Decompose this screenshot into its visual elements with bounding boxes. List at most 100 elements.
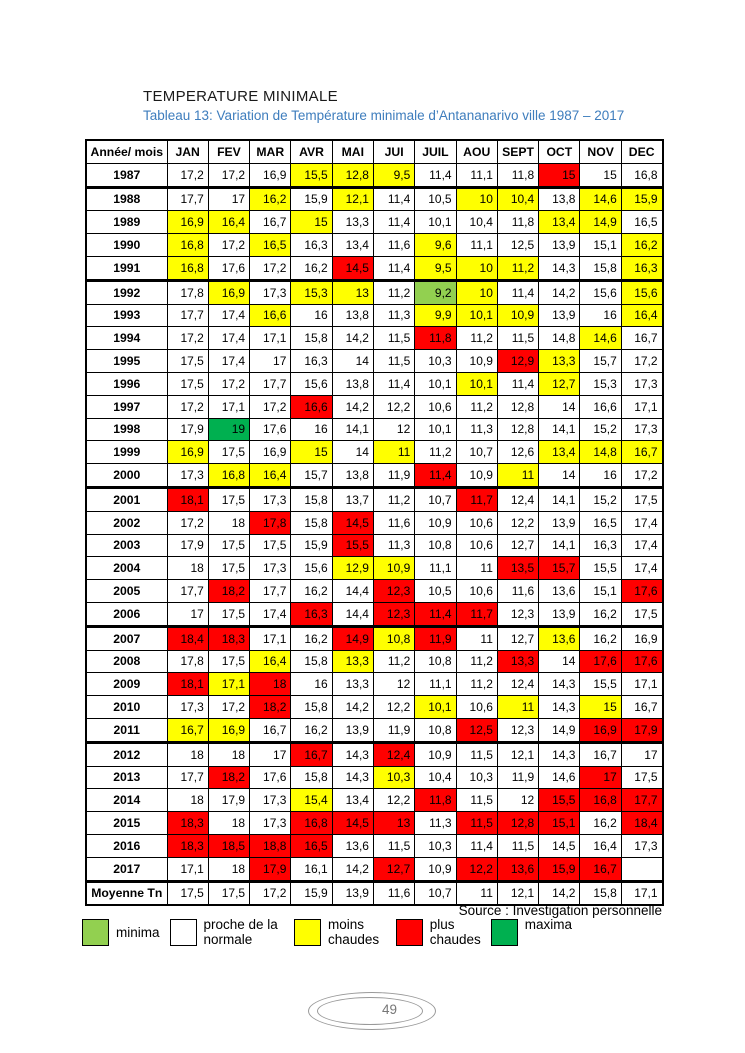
table-row: 2002 17,2 18 17,8 15,8 14,5 11,6 10,9 10,6 12,2 13… bbox=[85, 510, 664, 535]
temperature-cell: 14,5 bbox=[331, 811, 374, 835]
legend-swatch-moins-chaudes bbox=[294, 918, 322, 946]
temperature-cell: 10,8 bbox=[414, 533, 457, 558]
temperature-cell: 16,2 bbox=[579, 601, 622, 628]
temperature-cell: 11,4 bbox=[414, 162, 457, 189]
temperature-cell: 18,3 bbox=[166, 811, 209, 835]
temperature-cell: 10,3 bbox=[372, 765, 416, 790]
temperature-cell: 11,3 bbox=[372, 303, 416, 328]
temperature-cell: 16,5 bbox=[620, 210, 664, 235]
temperature-cell: 12,2 bbox=[372, 695, 416, 719]
temperature-cell: 13,3 bbox=[331, 649, 374, 674]
table-row: 1990 16,8 17,2 16,5 16,3 13,4 11,6 9,6 11,1 12,5 1… bbox=[85, 233, 664, 257]
temperature-cell: 16,9 bbox=[249, 440, 292, 465]
temperature-cell: 16,9 bbox=[579, 717, 622, 744]
temperature-cell: 10,4 bbox=[414, 765, 457, 790]
row-year-label: 2015 bbox=[85, 811, 168, 835]
temperature-cell: 13,9 bbox=[538, 601, 581, 628]
temperature-table-container: Année/ mois JAN FEV MAR AVR MAI JUI JUIL AOU SEPT… bbox=[85, 139, 664, 907]
row-year-label: 2009 bbox=[85, 672, 168, 697]
temperature-cell: 10 bbox=[455, 279, 498, 305]
temperature-cell: 11,3 bbox=[372, 533, 416, 558]
temperature-cell: 17,3 bbox=[166, 463, 209, 489]
temperature-cell: 14,3 bbox=[538, 695, 581, 719]
temperature-cell: 13,4 bbox=[331, 233, 374, 257]
temperature-cell: 17,6 bbox=[249, 765, 292, 790]
temperature-cell: 17,1 bbox=[207, 394, 251, 419]
temperature-cell: 17,2 bbox=[249, 394, 292, 419]
temperature-cell: 10,6 bbox=[414, 394, 457, 419]
temperature-cell: 14,2 bbox=[331, 326, 374, 351]
temperature-cell: 11,6 bbox=[372, 233, 416, 257]
temperature-cell: 16,2 bbox=[290, 625, 333, 651]
temperature-cell: 14,2 bbox=[538, 279, 581, 305]
column-header: AVR bbox=[290, 139, 333, 164]
temperature-cell: 18 bbox=[207, 856, 251, 883]
temperature-cell: 14,2 bbox=[538, 880, 581, 906]
temperature-cell: 11 bbox=[455, 556, 498, 581]
temperature-cell: 13,6 bbox=[538, 579, 581, 603]
temperature-cell: 17,2 bbox=[207, 233, 251, 257]
temperature-cell: 17,2 bbox=[166, 326, 209, 351]
temperature-cell: 15,1 bbox=[579, 233, 622, 257]
temperature-cell: 17,4 bbox=[207, 349, 251, 373]
column-header: OCT bbox=[538, 139, 581, 164]
temperature-cell: 15,7 bbox=[538, 556, 581, 581]
temperature-cell: 15,8 bbox=[290, 486, 333, 512]
temperature-cell: 17,1 bbox=[249, 326, 292, 351]
temperature-cell: 11,5 bbox=[372, 833, 416, 858]
table-row: 2005 17,7 18,2 17,7 16,2 14,4 12,3 10,5 10,6 11,6… bbox=[85, 579, 664, 603]
temperature-cell: 17,6 bbox=[620, 649, 664, 674]
temperature-cell: 14,6 bbox=[579, 326, 622, 351]
temperature-cell: 17 bbox=[207, 186, 251, 212]
column-header: JUI bbox=[372, 139, 416, 164]
page-title: TEMPERATURE MINIMALE bbox=[143, 88, 338, 105]
temperature-cell: 17,4 bbox=[249, 601, 292, 628]
temperature-cell: 12,8 bbox=[496, 811, 540, 835]
temperature-cell: 16,2 bbox=[249, 186, 292, 212]
row-year-label: 1989 bbox=[85, 210, 168, 235]
temperature-cell: 12,8 bbox=[331, 162, 374, 189]
temperature-cell: 17,6 bbox=[249, 417, 292, 442]
temperature-cell: 17,9 bbox=[249, 856, 292, 883]
temperature-cell: 17,4 bbox=[620, 510, 664, 535]
temperature-cell: 12 bbox=[496, 788, 540, 813]
temperature-cell: 18,5 bbox=[207, 833, 251, 858]
temperature-cell: 17,1 bbox=[207, 672, 251, 697]
temperature-cell: 15,3 bbox=[290, 279, 333, 305]
temperature-cell: 10,8 bbox=[414, 717, 457, 744]
temperature-cell: 9,9 bbox=[414, 303, 457, 328]
row-year-label: 2002 bbox=[85, 510, 168, 535]
temperature-cell: 16,7 bbox=[290, 741, 333, 767]
temperature-cell: 15 bbox=[290, 210, 333, 235]
temperature-cell: 18,3 bbox=[166, 833, 209, 858]
temperature-cell: 15,2 bbox=[579, 417, 622, 442]
temperature-cell: 10,7 bbox=[455, 440, 498, 465]
temperature-cell: 10,6 bbox=[455, 579, 498, 603]
table-row: 1991 16,8 17,6 17,2 16,2 14,5 11,4 9,5 10 11,2 14,… bbox=[85, 255, 664, 282]
temperature-cell: 16,7 bbox=[579, 856, 622, 883]
temperature-cell: 16,9 bbox=[620, 625, 664, 651]
row-year-label: 1999 bbox=[85, 440, 168, 465]
temperature-cell: 10,9 bbox=[414, 741, 457, 767]
row-year-label: 2014 bbox=[85, 788, 168, 813]
temperature-cell: 17,4 bbox=[207, 326, 251, 351]
temperature-cell: 11,2 bbox=[455, 394, 498, 419]
temperature-cell: 17,1 bbox=[620, 672, 664, 697]
temperature-cell: 9,6 bbox=[414, 233, 457, 257]
temperature-cell: 15,6 bbox=[579, 279, 622, 305]
row-year-label: 2016 bbox=[85, 833, 168, 858]
temperature-cell: 14 bbox=[538, 649, 581, 674]
temperature-cell: 18 bbox=[249, 672, 292, 697]
temperature-cell: 12 bbox=[372, 672, 416, 697]
temperature-cell: 12,9 bbox=[496, 349, 540, 373]
temperature-cell: 17,1 bbox=[166, 856, 209, 883]
table-row: 1988 17,7 17 16,2 15,9 12,1 11,4 10,5 10 10,4 13,8… bbox=[85, 186, 664, 212]
temperature-cell: 17,4 bbox=[207, 303, 251, 328]
temperature-cell: 11,3 bbox=[455, 417, 498, 442]
table-row: 1992 17,8 16,9 17,3 15,3 13 11,2 9,2 10 11,4 14,2 1… bbox=[85, 279, 664, 305]
temperature-cell: 14 bbox=[331, 349, 374, 373]
temperature-cell: 12,7 bbox=[372, 856, 416, 883]
table-row: 2007 18,4 18,3 17,1 16,2 14,9 10,8 11,9 11 12,7 13… bbox=[85, 625, 664, 651]
temperature-cell: 13,3 bbox=[331, 210, 374, 235]
temperature-cell: 14 bbox=[538, 394, 581, 419]
